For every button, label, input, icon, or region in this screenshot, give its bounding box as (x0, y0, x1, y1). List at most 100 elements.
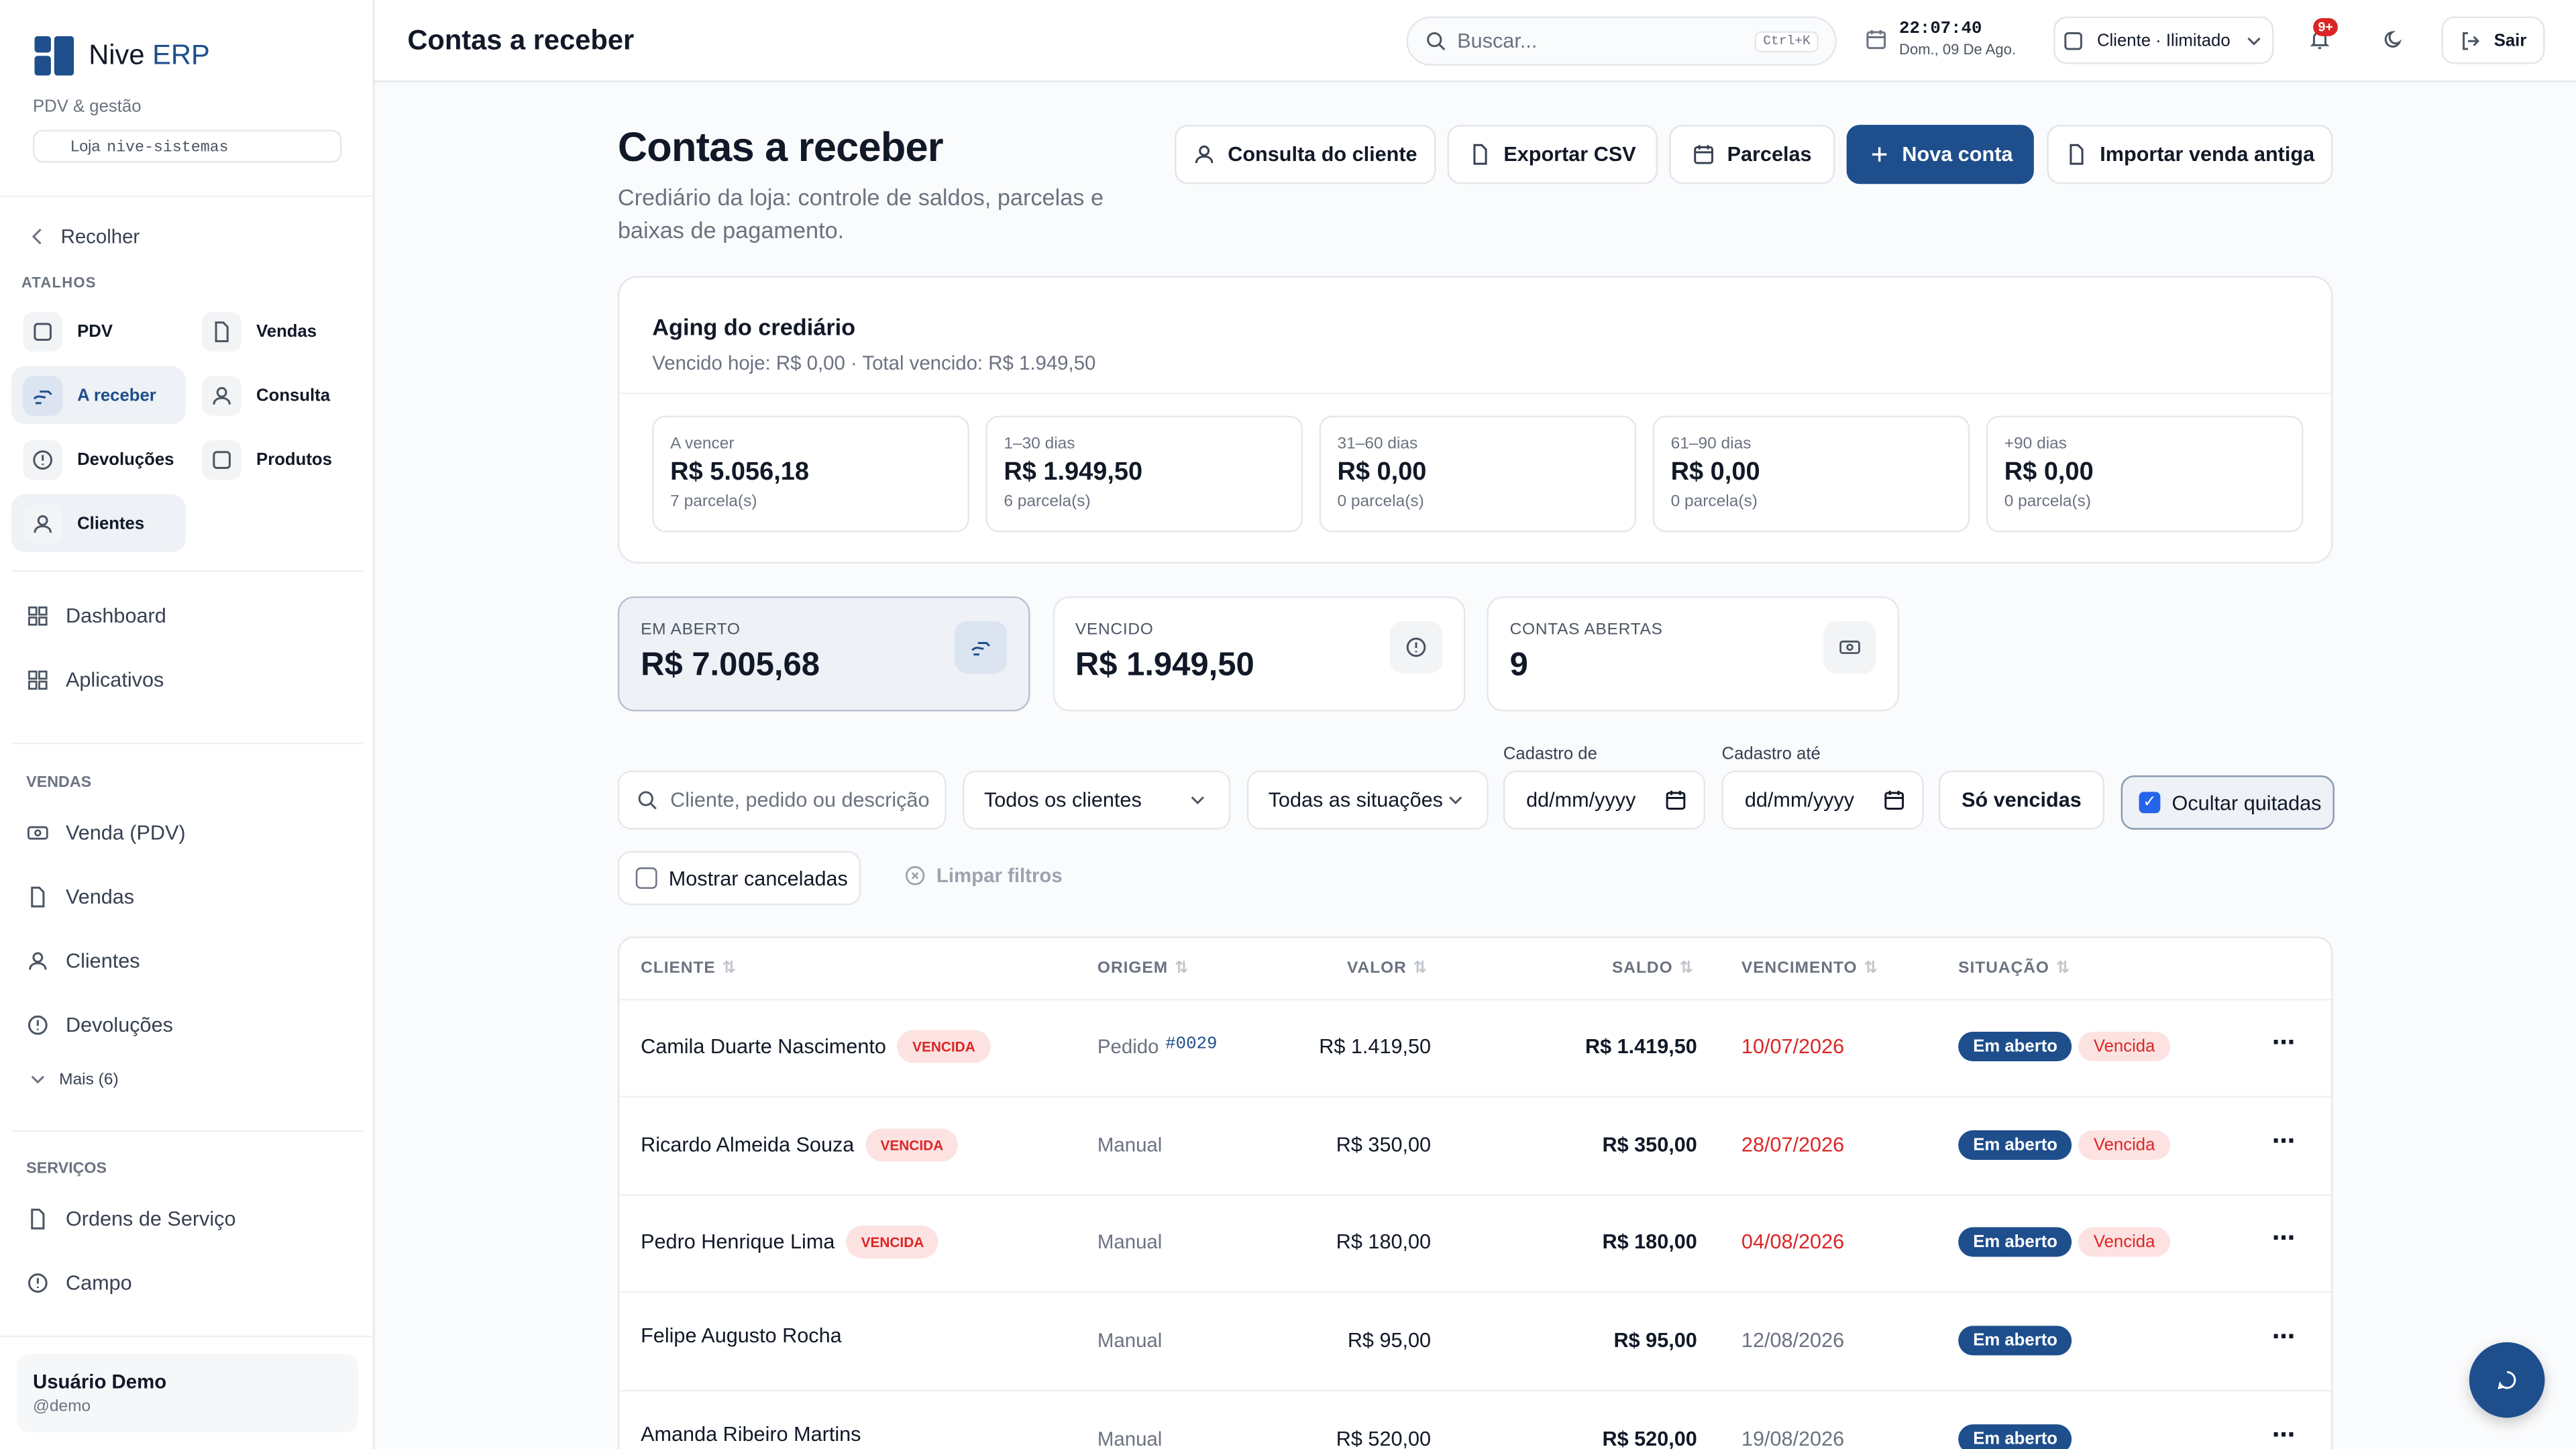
balance-cell: R$ 180,00 (1602, 1231, 1697, 1254)
chat-button[interactable] (2469, 1342, 2545, 1418)
shortcut-label: Consulta (256, 385, 331, 405)
hide-paid[interactable]: ✓ Ocultar quitadas (2121, 775, 2335, 830)
nav-label: Ordens de Serviço (65, 1208, 236, 1231)
icon (32, 228, 42, 245)
shortcut[interactable]: PDV (11, 303, 186, 360)
show-canceled-label: Mostrar canceladas (668, 866, 848, 890)
action-button[interactable]: Exportar CSV (1447, 125, 1658, 184)
date-placeholder: dd/mm/yyyy (1744, 788, 1855, 812)
client-cell: Camila Duarte Nascimento VENCIDA (641, 1030, 990, 1063)
bucket-amount: R$ 0,00 (1337, 458, 1427, 486)
due-cell: 10/07/2026 (1741, 1034, 1845, 1059)
filter-search[interactable]: Cliente, pedido ou descrição (617, 770, 947, 830)
sort-icon: ⇅ (722, 959, 737, 978)
status-pill: Em aberto (1958, 1031, 2073, 1062)
user-card: Usuário Demo @demo (16, 1353, 358, 1433)
filter-select[interactable]: Todos os clientes (963, 770, 1231, 830)
nav-label: Dashboard (65, 604, 166, 628)
column-header[interactable]: SITUAÇÃO ⇅ (1958, 959, 2070, 977)
icon (2065, 31, 2083, 50)
shortcut-icon (202, 439, 242, 479)
action-button[interactable]: Nova conta (1846, 125, 2034, 184)
column-label: SALDO (1611, 959, 1673, 978)
row-menu[interactable]: ⋯ (2271, 1420, 2296, 1448)
date-input[interactable]: dd/mm/yyyy (1503, 770, 1706, 830)
show-canceled[interactable]: Mostrar canceladas (617, 851, 861, 906)
nav-item[interactable]: Campo (26, 1271, 132, 1295)
search-box[interactable]: Buscar... Ctrl+K (1406, 16, 1837, 66)
stat-icon (954, 621, 1008, 674)
action-button[interactable]: Parcelas (1669, 125, 1835, 184)
table-row[interactable]: Felipe Augusto Rocha Manual R$ 95,00 R$ 95,… (619, 1293, 2332, 1392)
nav-item[interactable]: Vendas (26, 885, 134, 908)
origin-cell: Manual (1097, 1428, 1162, 1449)
aging-card: Aging do crediário Vencido hoje: R$ 0,00 … (617, 276, 2333, 564)
nav-item[interactable]: Aplicativos (26, 669, 164, 692)
action-button[interactable]: Importar venda antiga (2047, 125, 2333, 184)
row-menu[interactable]: ⋯ (2271, 1224, 2296, 1251)
client-name: Pedro Henrique Lima (641, 1231, 835, 1254)
date-input[interactable]: dd/mm/yyyy (1721, 770, 1924, 830)
row-menu[interactable]: ⋯ (2271, 1126, 2296, 1153)
shortcut[interactable]: Clientes (11, 494, 186, 552)
aging-bucket: 31–60 dias R$ 0,00 0 parcela(s) (1319, 415, 1637, 533)
store-label: Loja (70, 137, 101, 156)
table-row[interactable]: Amanda Ribeiro Martins Manual R$ 520,00 R$ … (619, 1391, 2331, 1449)
shortcuts-title: ATALHOS (21, 274, 97, 291)
logout[interactable]: Sair (2441, 16, 2545, 64)
date-placeholder: dd/mm/yyyy (1526, 788, 1636, 812)
plan[interactable]: Cliente · Ilimitado (2053, 16, 2274, 64)
client-name: Ricardo Almeida Souza (641, 1133, 855, 1157)
filter-select[interactable]: Todas as situações (1246, 770, 1489, 830)
table-row[interactable]: Ricardo Almeida Souza VENCIDA Manual R$ 350… (619, 1097, 2332, 1196)
action-button[interactable]: Consulta do cliente (1175, 125, 1436, 184)
bucket-count: 6 parcela(s) (1004, 492, 1091, 511)
client-cell: Ricardo Almeida Souza VENCIDA (641, 1128, 959, 1161)
action-label: Nova conta (1902, 143, 2013, 166)
column-header[interactable]: SALDO ⇅ (1612, 959, 1694, 977)
date: Dom., 09 De Ago. (1899, 41, 2017, 58)
icon (28, 826, 48, 840)
nav-item[interactable]: Devoluções (26, 1014, 173, 1036)
theme-toggle[interactable] (2382, 28, 2405, 60)
shortcut[interactable]: Devoluções (11, 431, 186, 488)
status-cell: Em aberto (1958, 1326, 2073, 1356)
stat-card: CONTAS ABERTAS 9 (1487, 596, 1900, 712)
nav-item[interactable]: Dashboard (26, 604, 166, 628)
row-menu[interactable]: ⋯ (2271, 1028, 2296, 1055)
stat-label: VENCIDO (1075, 621, 1154, 639)
row-menu[interactable]: ⋯ (2271, 1322, 2296, 1349)
user-name: Usuário Demo (32, 1370, 167, 1393)
nav-item[interactable]: Ordens de Serviço (26, 1208, 236, 1231)
bucket-count: 0 parcela(s) (1670, 492, 1758, 511)
column-header[interactable]: CLIENTE ⇅ (641, 959, 737, 977)
nav-item[interactable]: Venda (PDV) (26, 821, 186, 845)
shortcut[interactable]: Vendas (191, 303, 365, 360)
shortcut[interactable]: Consulta (191, 366, 365, 424)
divider (619, 998, 2332, 1001)
shortcut[interactable]: A receber (11, 366, 186, 424)
icon (28, 1273, 48, 1293)
logo-mark (34, 36, 74, 76)
overdue-tag: VENCIDA (898, 1030, 990, 1063)
column-header[interactable]: ORIGEM ⇅ (1097, 959, 1189, 977)
column-header[interactable]: VENCIMENTO ⇅ (1741, 959, 1878, 977)
column-header[interactable]: VALOR ⇅ (1347, 959, 1428, 977)
nav-label: Campo (65, 1271, 132, 1295)
nav-item[interactable]: Clientes (26, 950, 140, 973)
table-row[interactable]: Pedro Henrique Lima VENCIDA Manual R$ 180,0… (619, 1195, 2332, 1294)
table-row[interactable]: Camila Duarte Nascimento VENCIDA Pedido #00… (619, 999, 2332, 1097)
shortcut[interactable]: Produtos (191, 431, 365, 488)
clear-filters[interactable]: Limpar filtros (904, 864, 1063, 887)
due-cell: 28/07/2026 (1741, 1133, 1845, 1157)
icon (1872, 147, 1886, 162)
icon (34, 514, 52, 532)
aging-bucket: +90 dias R$ 0,00 0 parcela(s) (1986, 415, 2304, 533)
date-label: Cadastro de (1503, 744, 1597, 764)
collapse[interactable]: Recolher (26, 225, 140, 248)
nav-label: Clientes (65, 949, 140, 973)
only-overdue[interactable]: Só vencidas (1938, 770, 2105, 830)
more[interactable]: Mais (6) (26, 1068, 119, 1091)
shortcut-icon (202, 375, 242, 415)
